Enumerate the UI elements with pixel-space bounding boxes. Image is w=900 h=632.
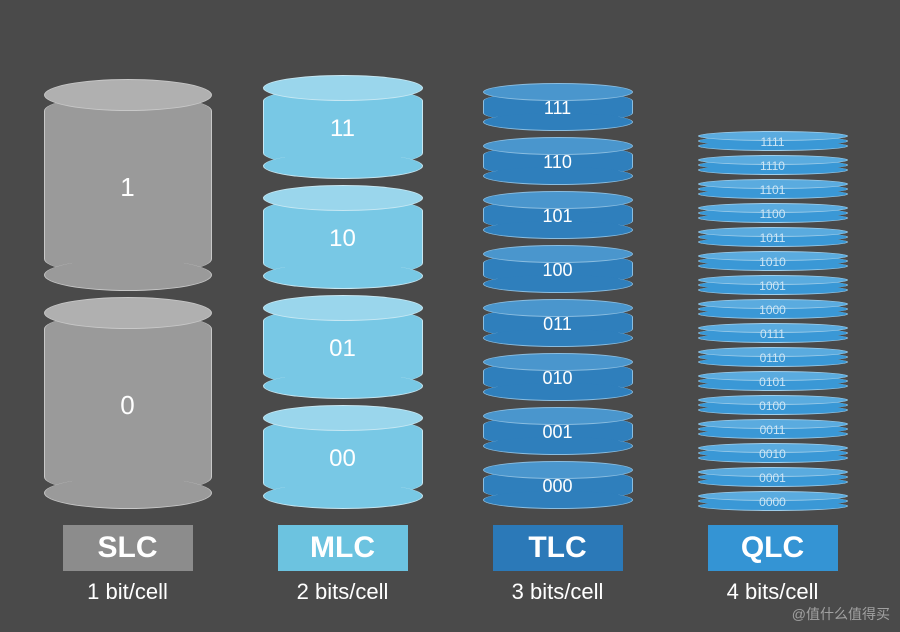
- footer: SLC 1 bit/cell MLC 2 bits/cell TLC 3 bits/cel…: [0, 525, 900, 605]
- cylinder: 001: [483, 407, 633, 455]
- cylinder-label: 0010: [698, 447, 848, 461]
- cylinder-label: 1100: [698, 207, 848, 221]
- footer-column: TLC 3 bits/cell: [458, 525, 658, 605]
- cylinder-label: 01: [263, 335, 423, 363]
- cylinder-stack: 111 110 101 100 011 010 001 000: [458, 55, 658, 515]
- cylinder: 0: [44, 297, 212, 509]
- cylinder: 10: [263, 185, 423, 289]
- cylinder: 1110: [698, 155, 848, 175]
- cylinder: 00: [263, 405, 423, 509]
- cylinder-stack: 1111 1110 1101 1100 1011 1010 1001 1000 0111 0110…: [673, 55, 873, 515]
- cylinder-label: 0001: [698, 471, 848, 485]
- cylinder-label: 001: [483, 422, 633, 443]
- cylinder: 0100: [698, 395, 848, 415]
- type-badge: SLC: [63, 525, 193, 571]
- cylinder: 0110: [698, 347, 848, 367]
- cylinder-label: 0011: [698, 423, 848, 437]
- cylinder: 1: [44, 79, 212, 291]
- cylinder-label: 1011: [698, 231, 848, 245]
- cylinder: 0000: [698, 491, 848, 511]
- watermark: @值什么值得买: [792, 604, 890, 624]
- cylinder-label: 0100: [698, 399, 848, 413]
- cylinder-label: 010: [483, 368, 633, 389]
- cylinder-label: 000: [483, 476, 633, 497]
- cylinder-label: 1000: [698, 303, 848, 317]
- cylinder-label: 0: [44, 390, 212, 421]
- cylinder-label: 0000: [698, 495, 848, 509]
- cylinder: 0111: [698, 323, 848, 343]
- type-badge: TLC: [493, 525, 623, 571]
- cylinder: 11: [263, 75, 423, 179]
- cylinder: 1010: [698, 251, 848, 271]
- cylinder: 101: [483, 191, 633, 239]
- cylinder: 000: [483, 461, 633, 509]
- cylinder: 1101: [698, 179, 848, 199]
- cylinder-label: 1010: [698, 255, 848, 269]
- cylinder: 1000: [698, 299, 848, 319]
- subtitle: 2 bits/cell: [297, 579, 389, 605]
- cylinder: 01: [263, 295, 423, 399]
- column-tlc: 111 110 101 100 011 010 001 000: [458, 55, 658, 515]
- cylinder-label: 1111: [698, 135, 848, 149]
- footer-column: MLC 2 bits/cell: [243, 525, 443, 605]
- footer-column: SLC 1 bit/cell: [28, 525, 228, 605]
- type-badge: QLC: [708, 525, 838, 571]
- footer-column: QLC 4 bits/cell: [673, 525, 873, 605]
- cylinder: 1001: [698, 275, 848, 295]
- cylinder-label: 100: [483, 260, 633, 281]
- subtitle: 4 bits/cell: [727, 579, 819, 605]
- cylinder: 0001: [698, 467, 848, 487]
- cylinder-stack: 11 10 01 00: [243, 55, 443, 515]
- cylinder: 111: [483, 83, 633, 131]
- cylinder: 0010: [698, 443, 848, 463]
- cylinder: 1111: [698, 131, 848, 151]
- cylinder-label: 0101: [698, 375, 848, 389]
- subtitle: 1 bit/cell: [87, 579, 168, 605]
- cylinder-label: 011: [483, 314, 633, 335]
- cylinder-label: 1: [44, 172, 212, 203]
- cylinder-label: 110: [483, 152, 633, 173]
- cylinder-stack: 10: [28, 55, 228, 515]
- cylinder-label: 1101: [698, 183, 848, 197]
- cylinder-label: 1001: [698, 279, 848, 293]
- column-slc: 10: [28, 55, 228, 515]
- cylinder-label: 111: [483, 98, 633, 119]
- cylinder-label: 11: [263, 115, 423, 143]
- diagram-container: 1011100100111110101100011010001000111111…: [0, 0, 900, 525]
- cylinder: 100: [483, 245, 633, 293]
- cylinder-label: 00: [263, 445, 423, 473]
- cylinder-label: 0111: [698, 327, 848, 341]
- cylinder: 011: [483, 299, 633, 347]
- cylinder: 0101: [698, 371, 848, 391]
- cylinder: 1100: [698, 203, 848, 223]
- cylinder-label: 101: [483, 206, 633, 227]
- cylinder-label: 1110: [698, 159, 848, 173]
- cylinder: 110: [483, 137, 633, 185]
- cylinder: 010: [483, 353, 633, 401]
- type-badge: MLC: [278, 525, 408, 571]
- subtitle: 3 bits/cell: [512, 579, 604, 605]
- cylinder: 0011: [698, 419, 848, 439]
- cylinder-label: 0110: [698, 351, 848, 365]
- column-mlc: 11 10 01 00: [243, 55, 443, 515]
- cylinder-label: 10: [263, 225, 423, 253]
- column-qlc: 1111 1110 1101 1100 1011 1010 1001 1000 0111 0110…: [673, 55, 873, 515]
- cylinder: 1011: [698, 227, 848, 247]
